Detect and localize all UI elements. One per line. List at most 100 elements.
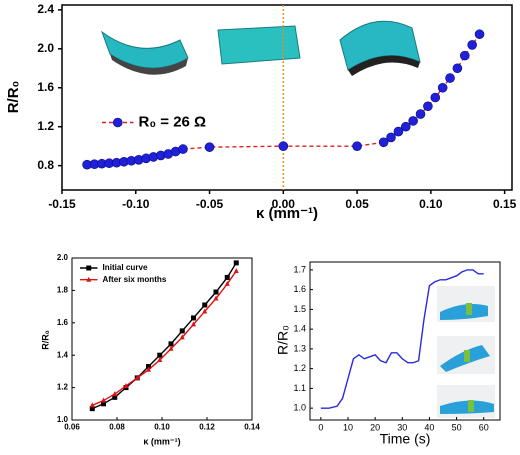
y-tick-label: 2.0 (57, 253, 69, 262)
legend-marker (86, 276, 92, 282)
x-tick-label: 0.10 (419, 197, 443, 211)
marker (146, 364, 151, 370)
sheet-edge (110, 54, 188, 75)
legend-label: After six months (103, 275, 167, 284)
y-axis-label: R/R₀ (40, 330, 50, 350)
y-tick-label: 1.4 (57, 350, 69, 359)
marker (112, 394, 118, 400)
marker (157, 352, 163, 358)
x-tick-label: 0.10 (154, 422, 170, 431)
x-tick-label: 60 (479, 422, 489, 432)
marker (415, 109, 426, 119)
marker (233, 267, 239, 273)
x-tick-label: 0.15 (493, 197, 517, 211)
finger (440, 304, 488, 320)
series-line (320, 269, 484, 409)
x-tick-label: 40 (424, 422, 434, 432)
series-line (91, 270, 237, 407)
x-tick-label: 10 (343, 422, 353, 432)
y-tick-label: 0.8 (37, 158, 54, 172)
y-tick-label: 1.2 (293, 363, 306, 373)
y-tick-label: 1.4 (293, 324, 306, 334)
x-axis-label: Time (s) (380, 431, 431, 447)
marker (202, 308, 208, 314)
marker (378, 137, 389, 148)
y-tick-label: 1.8 (57, 286, 69, 295)
marker (352, 141, 362, 151)
marker (423, 101, 433, 112)
marker (101, 397, 106, 403)
marker (168, 341, 174, 347)
marker (386, 132, 396, 143)
y-tick-label: 1.2 (37, 119, 54, 133)
y-axis-label: R/R₀ (5, 81, 22, 114)
x-axis-label: κ (mm⁻¹) (143, 436, 180, 446)
x-tick-label: 50 (452, 422, 462, 432)
x-tick-label: 0.00 (272, 197, 296, 211)
marker (202, 302, 208, 308)
marker (467, 40, 477, 50)
x-tick-label: -0.15 (48, 197, 76, 211)
marker (89, 402, 95, 408)
finger (440, 400, 494, 414)
marker (204, 142, 215, 152)
y-tick-label: 2.4 (37, 2, 54, 16)
legend-label: R₀ = 26 Ω (139, 113, 207, 130)
marker (474, 29, 485, 40)
finger-photos (437, 286, 495, 418)
marker (179, 334, 185, 340)
marker (437, 82, 448, 93)
x-tick-label: 30 (397, 422, 407, 432)
marker (233, 260, 239, 266)
marker (278, 141, 289, 151)
x-tick-label: 20 (370, 422, 380, 432)
y-axis-label: R/R₀ (275, 325, 291, 355)
marker (101, 401, 106, 407)
marker (213, 289, 219, 295)
y-tick-label: 1.7 (293, 264, 306, 274)
marker (191, 315, 196, 321)
marker (408, 116, 418, 126)
marker (224, 274, 230, 280)
x-tick-label: 0.05 (345, 197, 369, 211)
plot-frame (309, 261, 501, 421)
marker (459, 50, 470, 61)
y-tick-label: 1.1 (293, 383, 306, 393)
bent-sheet (100, 30, 189, 69)
x-tick-label: 0.12 (199, 422, 215, 431)
sensor (466, 303, 472, 315)
y-tick-label: 1.6 (293, 284, 306, 294)
sensor (468, 400, 474, 412)
plot-frame (61, 4, 513, 191)
marker (400, 121, 411, 132)
y-tick-label: 1.6 (37, 80, 54, 94)
marker (134, 374, 140, 380)
marker (452, 63, 463, 74)
marker (146, 366, 151, 372)
marker (112, 391, 118, 397)
x-tick-label: 0.08 (109, 422, 125, 431)
x-tick-label: 0.14 (244, 422, 260, 431)
y-tick-label: 1.2 (57, 383, 69, 392)
flat-sheet (217, 25, 301, 65)
marker (179, 328, 185, 334)
y-tick-label: 1.3 (293, 343, 306, 353)
legend-marker (112, 117, 123, 128)
marker (224, 280, 230, 286)
legend-marker (86, 265, 92, 271)
marker (191, 321, 196, 327)
y-tick-label: 2.0 (37, 41, 54, 55)
marker (393, 126, 404, 137)
sensor (464, 350, 470, 362)
marker (445, 73, 455, 83)
y-tick-label: 1.6 (57, 318, 69, 327)
marker (89, 406, 95, 412)
y-tick-label: 1.0 (293, 403, 306, 413)
marker (157, 357, 163, 363)
marker (123, 382, 129, 388)
marker (430, 92, 441, 103)
x-tick-label: 0 (318, 422, 323, 432)
x-tick-label: 0.06 (64, 422, 80, 431)
y-tick-label: 1.5 (293, 304, 306, 314)
